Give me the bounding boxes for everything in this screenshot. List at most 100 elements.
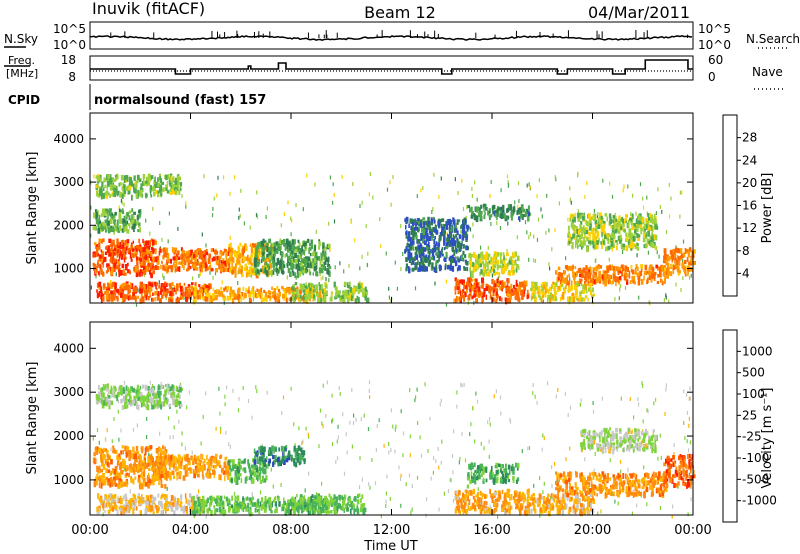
data-cell [174, 247, 178, 251]
data-cell [637, 220, 641, 225]
data-cell [565, 457, 567, 462]
data-cell [610, 236, 614, 242]
data-cell [568, 273, 570, 278]
data-cell [473, 293, 476, 298]
data-cell [445, 224, 449, 230]
data-cell [95, 218, 99, 225]
data-cell [579, 273, 582, 278]
data-cell [544, 282, 548, 287]
data-cell [675, 282, 677, 287]
data-cell [292, 256, 295, 263]
data-cell [625, 232, 628, 238]
data-cell [489, 193, 491, 198]
data-cell [95, 252, 99, 257]
data-cell [119, 464, 122, 470]
data-cell [141, 181, 145, 186]
data-cell [425, 220, 428, 226]
data-cell [185, 254, 188, 260]
data-cell [303, 240, 305, 245]
data-cell [420, 188, 422, 193]
data-cell [661, 209, 663, 214]
data-cell [146, 252, 148, 256]
data-cell [582, 242, 585, 248]
data-cell [168, 297, 171, 303]
data-cell [354, 298, 357, 304]
data-cell [449, 477, 451, 482]
data-cell [294, 443, 296, 448]
data-cell [244, 245, 248, 252]
data-cell [328, 265, 332, 270]
data-cell [294, 281, 298, 286]
data-cell [207, 258, 211, 264]
data-cell [686, 410, 689, 415]
data-cell [343, 269, 345, 274]
data-cell [150, 265, 152, 271]
data-cell [189, 254, 192, 258]
data-cell [504, 263, 508, 269]
data-cell [420, 263, 423, 267]
data-cell [195, 266, 199, 271]
data-cell [164, 252, 167, 258]
data-cell [595, 219, 598, 224]
data-cell [117, 259, 120, 263]
data-cell [225, 254, 228, 259]
data-cell [120, 192, 123, 198]
data-cell [583, 228, 586, 233]
data-cell [244, 292, 247, 299]
data-cell [177, 182, 179, 188]
colorbar-tick-label: 24 [742, 153, 757, 167]
data-cell [639, 182, 642, 187]
data-cell [123, 286, 127, 291]
data-cell [506, 248, 508, 253]
data-cell [294, 287, 297, 291]
data-cell [639, 221, 642, 226]
data-cell [418, 254, 421, 258]
data-cell [346, 282, 349, 289]
data-cell [523, 290, 526, 294]
data-cell [441, 226, 445, 231]
data-cell [572, 264, 574, 270]
data-cell [487, 420, 489, 425]
data-cell [533, 281, 536, 286]
data-cell [650, 214, 654, 221]
data-cell [562, 292, 565, 298]
data-cell [187, 501, 189, 506]
data-cell [277, 248, 281, 252]
data-cell [189, 503, 191, 508]
data-cell [100, 213, 104, 217]
data-cell [168, 179, 171, 185]
data-cell [253, 261, 257, 268]
data-cell [554, 228, 556, 233]
data-cell [114, 286, 117, 292]
data-cell [565, 256, 567, 261]
data-cell [577, 171, 579, 176]
data-cell [143, 466, 146, 470]
data-cell [336, 439, 338, 444]
data-cell [440, 398, 442, 403]
data-cell [303, 257, 306, 263]
data-cell [485, 269, 488, 273]
data-cell [255, 247, 257, 253]
data-cell [303, 291, 306, 295]
data-cell [615, 222, 618, 228]
data-cell [113, 214, 115, 220]
data-cell [139, 186, 142, 191]
data-cell [145, 294, 148, 301]
data-cell [106, 218, 109, 223]
data-cell [100, 469, 103, 473]
data-cell [209, 264, 212, 270]
data-cell [636, 224, 640, 229]
data-cell [154, 176, 156, 183]
data-cell [126, 262, 129, 267]
data-cell [415, 220, 417, 224]
data-cell [117, 460, 120, 466]
data-cell [686, 439, 688, 444]
data-cell [571, 292, 575, 297]
data-cell [460, 229, 462, 234]
data-cell [168, 265, 171, 269]
data-cell [664, 275, 667, 280]
data-cell [241, 272, 244, 278]
data-cell [207, 288, 209, 293]
data-cell [581, 290, 584, 294]
data-cell [218, 263, 221, 269]
